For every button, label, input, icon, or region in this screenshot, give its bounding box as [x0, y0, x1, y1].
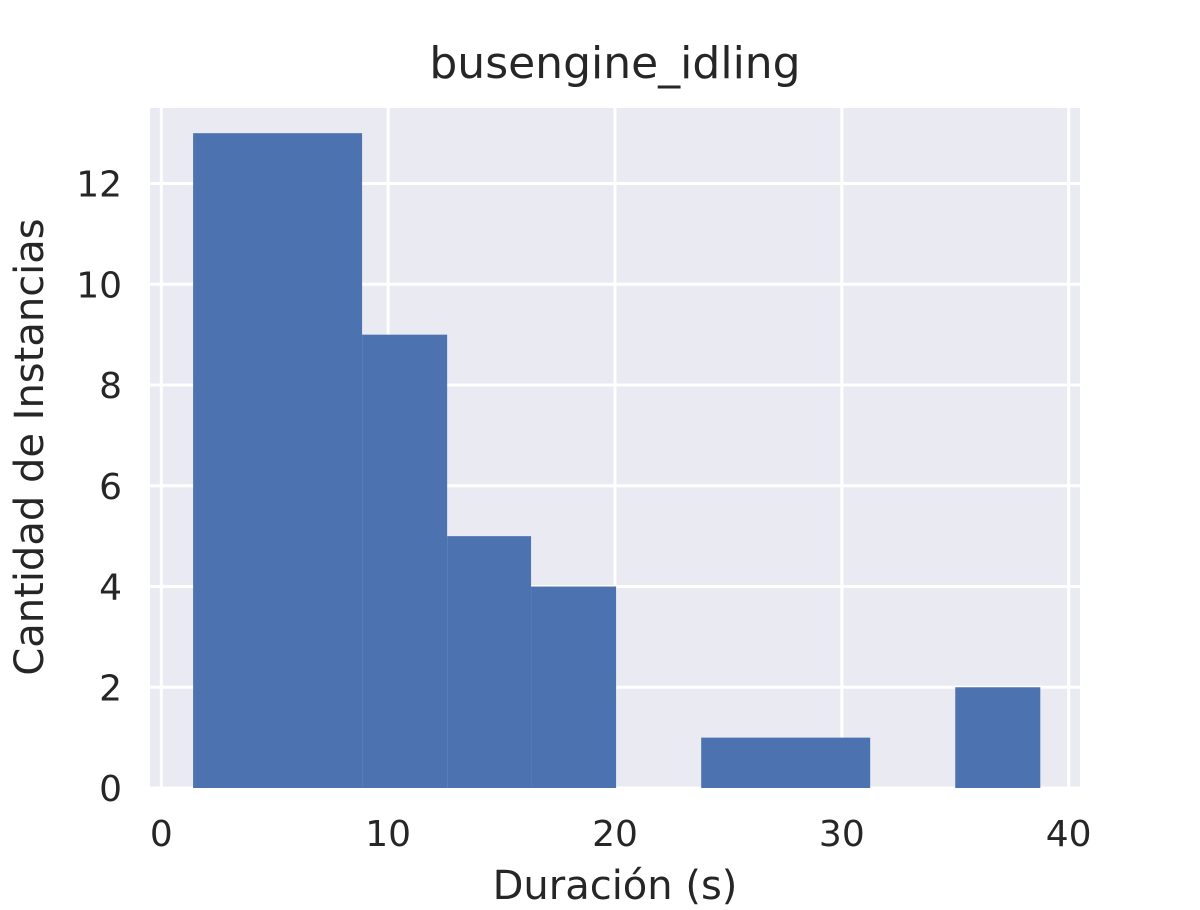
histogram-bar [447, 536, 532, 788]
y-tick-label: 6 [99, 467, 122, 508]
x-tick-label: 30 [819, 814, 865, 855]
y-tick-label: 0 [99, 769, 122, 810]
histogram-bar [955, 687, 1041, 788]
x-tick-label: 20 [592, 814, 638, 855]
x-tick-label: 0 [150, 814, 173, 855]
y-tick-label: 8 [99, 366, 122, 407]
histogram-bar [531, 586, 617, 788]
histogram-bar [701, 737, 871, 788]
histogram-bar [362, 334, 448, 788]
y-tick-label: 2 [99, 668, 122, 709]
x-tick-label: 40 [1046, 814, 1092, 855]
histogram-bar [193, 133, 363, 788]
chart-title: busengine_idling [429, 38, 801, 89]
y-tick-label: 10 [76, 265, 122, 306]
y-axis-label: Cantidad de Instancias [7, 218, 53, 676]
x-tick-label: 10 [365, 814, 411, 855]
y-tick-label: 4 [99, 568, 122, 609]
x-axis-label: Duración (s) [492, 863, 738, 909]
y-tick-label: 12 [76, 165, 122, 206]
